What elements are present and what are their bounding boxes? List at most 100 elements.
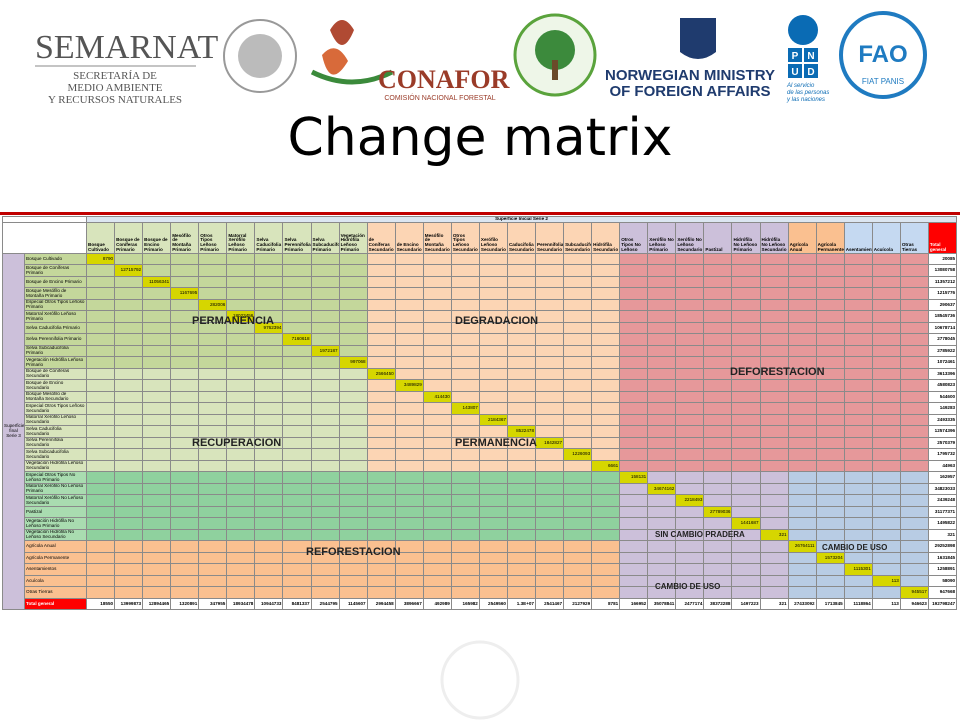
matrix-cell xyxy=(703,356,733,369)
matrix-cell xyxy=(450,367,480,381)
matrix-cell xyxy=(85,517,116,530)
zone-label: PERMANENCIA xyxy=(192,315,274,327)
matrix-cell xyxy=(703,471,733,484)
matrix-cell xyxy=(703,321,733,335)
matrix-cell xyxy=(282,482,312,496)
matrix-cell xyxy=(170,482,200,496)
matrix-cell xyxy=(563,252,593,266)
column-header: Agrícola Permanente xyxy=(815,221,845,254)
matrix-cell xyxy=(843,528,873,542)
column-header: Hidrófila No Leñoso Secundario xyxy=(759,221,789,254)
matrix-cell xyxy=(282,287,312,300)
matrix-cell xyxy=(506,528,537,542)
matrix-cell xyxy=(450,563,480,576)
matrix-cell xyxy=(703,390,733,404)
matrix-cell xyxy=(450,298,480,312)
row-total: 10678714 xyxy=(927,321,958,335)
matrix-cell xyxy=(731,574,761,588)
matrix-cell xyxy=(422,574,452,588)
column-header: Vegetación Hidrófila Leñoso Primario xyxy=(338,221,368,254)
matrix-cell xyxy=(254,264,284,277)
matrix-cell xyxy=(591,321,621,335)
matrix-cell xyxy=(759,413,789,427)
matrix-cell xyxy=(282,356,312,369)
matrix-cell xyxy=(254,563,284,576)
matrix-cell xyxy=(366,586,396,599)
matrix-cell xyxy=(506,459,537,473)
matrix-cell xyxy=(478,471,508,484)
matrix-cell xyxy=(675,482,705,496)
matrix-cell xyxy=(310,563,340,576)
matrix-cell xyxy=(254,586,284,599)
matrix-cell xyxy=(534,413,565,427)
matrix-cell xyxy=(534,402,565,415)
matrix-cell xyxy=(619,298,649,312)
matrix-cell xyxy=(170,425,200,438)
matrix-cell xyxy=(591,333,621,346)
matrix-cell xyxy=(198,390,228,404)
matrix-cell xyxy=(198,494,228,507)
matrix-cell xyxy=(114,344,144,358)
matrix-cell xyxy=(310,298,340,312)
matrix-cell xyxy=(843,333,873,346)
matrix-cell xyxy=(619,505,649,519)
matrix-cell xyxy=(591,344,621,358)
matrix-cell xyxy=(899,482,929,496)
matrix-cell xyxy=(843,379,873,392)
matrix-cell xyxy=(85,586,116,599)
matrix-cell xyxy=(254,448,284,461)
diagonal-cell: 6661 xyxy=(591,459,621,473)
matrix-cell xyxy=(899,390,929,404)
matrix-cell xyxy=(85,379,116,392)
matrix-cell xyxy=(619,287,649,300)
matrix-cell xyxy=(647,448,677,461)
matrix-cell xyxy=(619,310,649,323)
matrix-cell xyxy=(534,551,565,565)
matrix-cell xyxy=(563,333,593,346)
matrix-cell xyxy=(563,413,593,427)
column-total: 492989 xyxy=(422,597,452,611)
matrix-cell xyxy=(899,287,929,300)
matrix-cell xyxy=(198,379,228,392)
matrix-cell xyxy=(282,471,312,484)
matrix-cell xyxy=(675,264,705,277)
matrix-cell xyxy=(394,517,424,530)
norway-line: OF FOREIGN AFFAIRS xyxy=(609,83,770,100)
matrix-cell xyxy=(226,413,256,427)
matrix-cell xyxy=(647,551,677,565)
matrix-cell xyxy=(282,528,312,542)
matrix-cell xyxy=(506,540,537,553)
column-total: 1497223 xyxy=(731,597,761,611)
matrix-cell xyxy=(338,436,368,450)
fao-name: FAO xyxy=(858,41,907,68)
matrix-cell xyxy=(534,252,565,266)
matrix-cell xyxy=(142,494,172,507)
matrix-cell xyxy=(142,425,172,438)
matrix-cell xyxy=(422,402,452,415)
matrix-cell xyxy=(114,379,144,392)
matrix-cell xyxy=(815,528,845,542)
row-total: 162957 xyxy=(927,471,958,484)
column-header: de Coníferas Secundario xyxy=(366,221,396,254)
mexico-seal xyxy=(223,19,297,93)
column-total: 18550 xyxy=(85,597,116,611)
column-header: Hidrófila No Leñoso Primario xyxy=(731,221,761,254)
matrix-row: Selva Subcaducifolia Primario 1972187 2785… xyxy=(3,344,958,358)
matrix-cell xyxy=(85,459,116,473)
matrix-cell xyxy=(647,298,677,312)
matrix-cell xyxy=(899,471,929,484)
matrix-cell xyxy=(114,482,144,496)
matrix-cell xyxy=(731,333,761,346)
matrix-cell xyxy=(787,333,817,346)
matrix-cell xyxy=(450,574,480,588)
matrix-cell xyxy=(226,287,256,300)
matrix-cell xyxy=(619,321,649,335)
matrix-cell xyxy=(254,356,284,369)
matrix-cell xyxy=(703,494,733,507)
matrix-cell xyxy=(478,264,508,277)
column-total: 165982 xyxy=(450,597,480,611)
matrix-cell xyxy=(394,275,424,289)
matrix-cell xyxy=(254,517,284,530)
matrix-cell xyxy=(731,275,761,289)
matrix-cell xyxy=(478,448,508,461)
